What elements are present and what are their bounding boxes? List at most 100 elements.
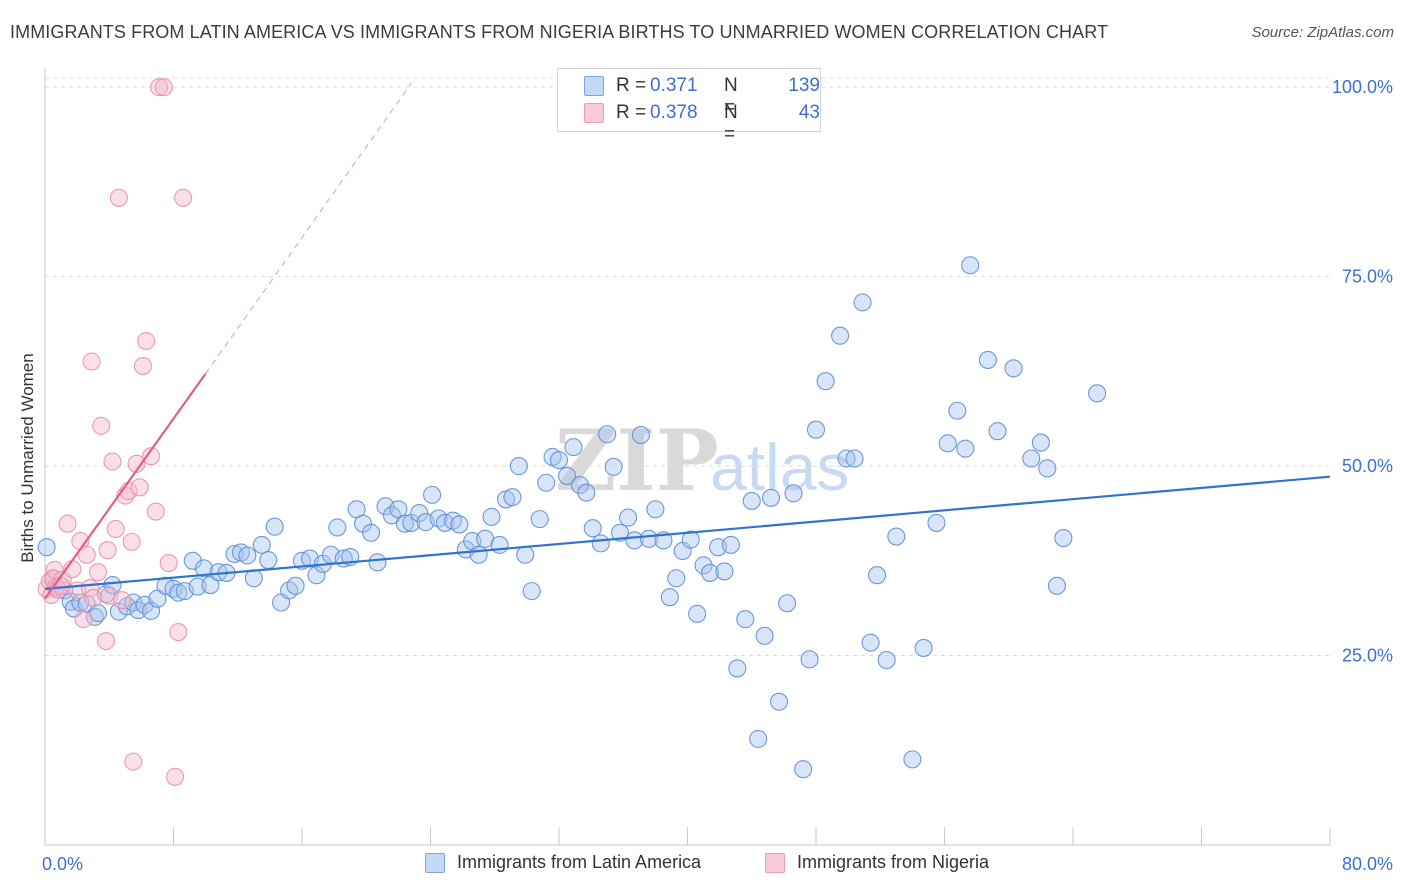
point-latin-america (694, 556, 713, 575)
point-latin-america (395, 514, 414, 533)
legend-r-label: R = (616, 75, 647, 96)
point-latin-america (577, 483, 596, 502)
point-latin-america (286, 576, 305, 595)
point-latin-america (530, 510, 549, 529)
point-latin-america (778, 594, 797, 613)
point-latin-america (1047, 576, 1066, 595)
point-latin-america (591, 534, 610, 553)
point-latin-america (845, 449, 864, 468)
point-latin-america (1054, 529, 1073, 548)
point-latin-america (794, 760, 813, 779)
point-latin-america (307, 566, 326, 585)
point-nigeria (174, 188, 193, 207)
legend-n-label: N = (724, 102, 738, 145)
point-latin-america (410, 504, 429, 523)
point-latin-america (948, 401, 967, 420)
y-tick-label: 50.0% (1342, 456, 1393, 476)
point-latin-america (201, 576, 220, 595)
point-latin-america (503, 488, 522, 507)
point-latin-america (903, 750, 922, 769)
point-latin-america (853, 293, 872, 312)
trendline-latin-america (44, 475, 1331, 590)
point-latin-america (978, 350, 997, 370)
point-latin-america (482, 507, 501, 526)
point-nigeria (159, 554, 178, 573)
point-latin-america (549, 450, 569, 470)
point-latin-america (1022, 449, 1041, 468)
point-latin-america (1088, 384, 1107, 403)
point-nigeria (127, 454, 146, 473)
point-latin-america (564, 438, 583, 457)
point-nigeria (103, 452, 122, 471)
point-latin-america (604, 457, 623, 476)
bottom-legend-label: Immigrants from Nigeria (797, 852, 990, 872)
point-latin-america (259, 551, 278, 570)
point-latin-america (1004, 359, 1023, 378)
point-latin-america (861, 633, 880, 652)
legend-n-value: 43 (798, 102, 820, 123)
point-latin-america (169, 583, 188, 602)
point-nigeria (113, 591, 132, 610)
point-nigeria (149, 78, 169, 97)
point-nigeria (74, 610, 93, 629)
point-nigeria (146, 502, 165, 521)
bottom-legend-swatch-blue (425, 853, 445, 873)
point-latin-america (728, 659, 747, 678)
point-latin-america (988, 422, 1007, 441)
legend-n-value: 139 (788, 75, 820, 96)
point-latin-america (368, 553, 387, 572)
point-nigeria (137, 331, 156, 351)
point-latin-america (37, 538, 56, 557)
point-latin-america (831, 326, 850, 345)
point-latin-america (639, 529, 659, 548)
point-latin-america (938, 434, 957, 453)
point-nigeria (109, 188, 128, 207)
point-latin-america (961, 256, 980, 275)
point-latin-america (490, 535, 509, 554)
point-latin-america (770, 692, 789, 711)
legend-r-value: 0.378 (650, 102, 698, 123)
bottom-legend-label: Immigrants from Latin America (457, 852, 702, 872)
trendline-nigeria (44, 372, 207, 600)
point-latin-america (148, 589, 167, 608)
point-latin-america (1038, 459, 1057, 478)
legend-r-value: 0.371 (650, 75, 698, 96)
point-latin-america (509, 457, 528, 476)
point-nigeria (77, 545, 96, 564)
y-tick-label: 100.0% (1332, 77, 1393, 97)
point-latin-america (598, 425, 617, 444)
point-latin-america (742, 491, 761, 510)
point-latin-america (914, 638, 933, 658)
point-nigeria (82, 352, 101, 371)
point-latin-america (681, 530, 700, 549)
point-latin-america (749, 729, 768, 748)
point-nigeria (92, 416, 111, 435)
point-latin-america (667, 569, 686, 588)
point-latin-america (646, 500, 665, 519)
source-credit: Source: ZipAtlas.com (1251, 24, 1394, 41)
point-latin-america (469, 545, 488, 564)
point-latin-america (631, 425, 650, 445)
point-latin-america (522, 582, 541, 601)
point-latin-america (816, 372, 835, 391)
point-latin-america (700, 563, 720, 582)
point-latin-america (265, 517, 284, 536)
point-latin-america (103, 576, 122, 595)
chart-title: IMMIGRANTS FROM LATIN AMERICA VS IMMIGRA… (10, 22, 1109, 42)
point-latin-america (660, 588, 679, 607)
series-nigeria (37, 78, 193, 786)
point-latin-america (715, 562, 734, 581)
point-latin-america (238, 546, 257, 565)
point-latin-america (537, 473, 556, 492)
point-nigeria (88, 563, 108, 582)
bottom-legend-swatch-pink (765, 853, 785, 873)
correlation-legend: R = 0.371 N = 139 R = 0.378 N = 43 (557, 68, 821, 145)
point-nigeria (96, 632, 116, 651)
point-latin-america (806, 420, 826, 439)
point-latin-america (280, 581, 299, 600)
point-nigeria (124, 752, 143, 771)
point-latin-america (784, 484, 803, 503)
point-latin-america (877, 651, 896, 670)
point-latin-america (619, 508, 638, 527)
